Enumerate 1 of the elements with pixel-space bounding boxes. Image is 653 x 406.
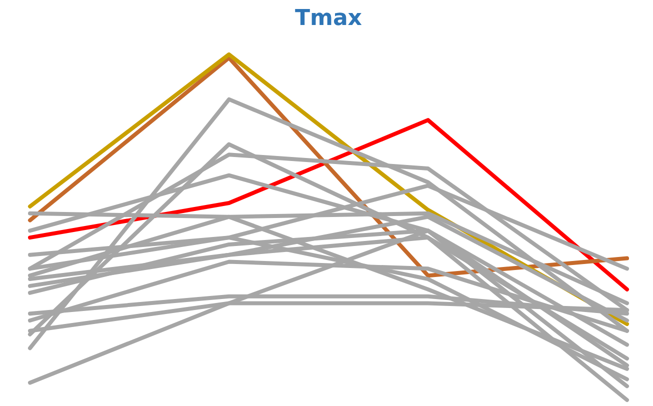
chart-title: Tmax bbox=[295, 6, 362, 31]
